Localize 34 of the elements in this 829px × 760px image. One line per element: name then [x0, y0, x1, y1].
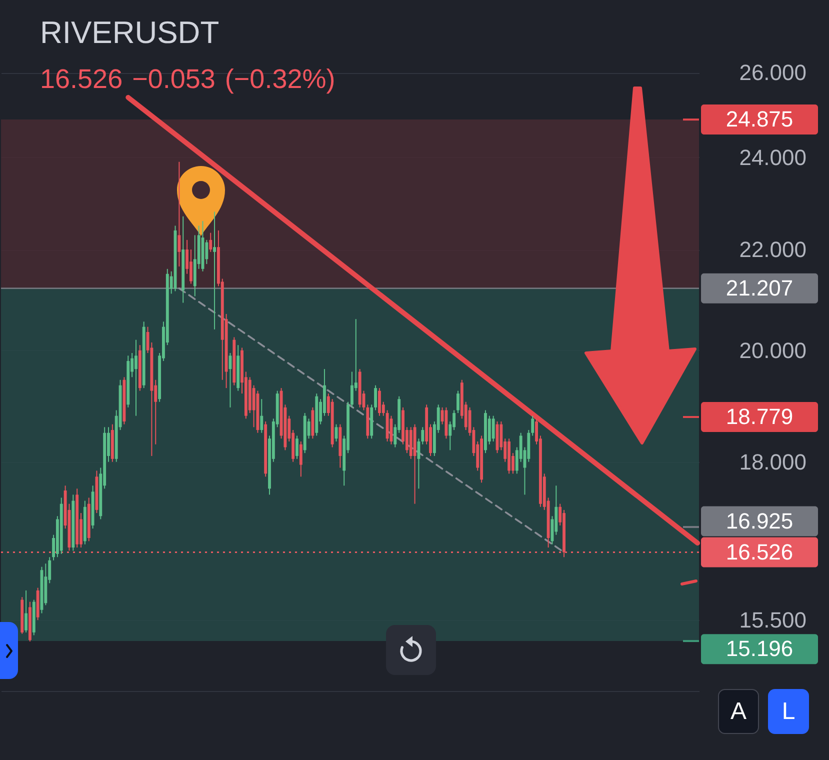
candlestick [531, 415, 534, 436]
candlestick [456, 390, 460, 414]
y-tick-label: 24.000 [739, 144, 806, 170]
candlestick [417, 438, 420, 490]
ref-line-label: 21.207 [726, 275, 794, 300]
candlestick [24, 590, 28, 633]
ref-line-label: 24.875 [726, 106, 794, 132]
candlestick [178, 161, 181, 267]
ref-line-label: 16.526 [726, 539, 794, 564]
candlestick [205, 239, 208, 265]
candlestick [134, 339, 138, 416]
candlestick [260, 398, 264, 434]
candlestick [189, 249, 192, 284]
toggle-button: A [718, 689, 759, 734]
candlestick [421, 426, 424, 445]
ref-line-label: 15.196 [726, 636, 794, 662]
candlestick [350, 371, 354, 408]
text: 16.526 −0.053 (−0.32%) [40, 64, 336, 94]
candlestick [374, 384, 377, 411]
text: RIVERUSDT [40, 15, 220, 50]
y-tick-label: 26.000 [739, 60, 806, 86]
y-tick-label: 22.000 [739, 237, 806, 262]
candlestick [296, 435, 298, 460]
y-tick-label: 20.000 [739, 338, 806, 363]
ref-line-label: 18.779 [726, 404, 794, 430]
y-tick-label: 15.500 [739, 608, 806, 633]
toggle-button: L [768, 689, 809, 734]
candlestick [492, 415, 495, 442]
candlestick [213, 211, 216, 330]
candlestick [209, 232, 212, 252]
candlestick [299, 440, 302, 478]
y-tick-label: 18.000 [739, 449, 806, 474]
ref-line-label: 16.925 [726, 508, 794, 534]
candlestick [378, 388, 381, 416]
